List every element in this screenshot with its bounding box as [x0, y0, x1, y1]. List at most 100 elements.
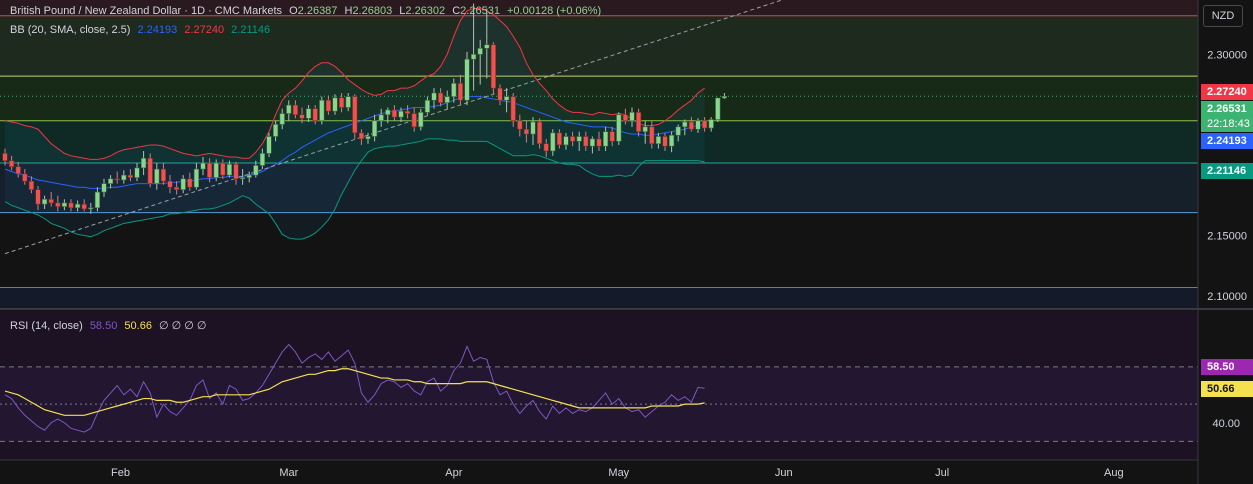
bb-upper-tag: 2.27240: [1201, 84, 1253, 100]
candle-body: [424, 99, 431, 113]
candle-body: [616, 114, 622, 142]
open-value: 2.26387: [297, 5, 338, 17]
candle-body: [319, 99, 325, 122]
close-price-tag: 2.26531: [1201, 101, 1253, 117]
candle-body: [371, 120, 378, 137]
bb-lower-line: [4, 138, 705, 240]
candle-body: [312, 108, 318, 122]
candle-body: [352, 96, 358, 134]
candle-body: [576, 136, 582, 142]
time-tick-label: Aug: [1104, 467, 1124, 479]
candle-body: [108, 178, 114, 184]
candle-body: [207, 162, 213, 178]
candle-body: [583, 136, 589, 147]
candle-body: [543, 143, 549, 152]
candle-body: [688, 121, 694, 130]
candle-body: [451, 83, 457, 97]
candle-body: [226, 163, 233, 176]
candle-body: [253, 165, 259, 176]
candle-body: [299, 114, 305, 119]
candle-body: [61, 202, 67, 207]
price-tick-label: 2.30000: [1207, 49, 1247, 61]
candle-body: [437, 92, 444, 103]
candle-body: [114, 178, 120, 181]
rsi-ma-line: [4, 368, 705, 416]
candle-body: [431, 92, 437, 101]
rsi-legend[interactable]: RSI (14, close) 58.50 50.66 ∅ ∅ ∅ ∅: [10, 319, 211, 332]
candle-body: [22, 173, 28, 182]
candle-body: [589, 138, 595, 147]
time-tick-label: May: [608, 467, 629, 479]
candle-body: [68, 202, 74, 209]
price-tick-label: 2.10000: [1207, 291, 1247, 303]
low-label: L: [399, 5, 406, 17]
candle-body: [266, 136, 272, 154]
rsi-band-fill: [0, 366, 1198, 442]
candle-body: [200, 162, 206, 170]
bb-lower-tag: 2.21146: [1201, 163, 1253, 179]
time-tick-label: Feb: [111, 467, 130, 479]
candle-body: [279, 113, 285, 125]
candle-body: [457, 83, 464, 101]
open-label: O: [289, 5, 298, 17]
candle-body: [154, 168, 160, 184]
candle-body: [649, 126, 655, 145]
symbol-title[interactable]: British Pound / New Zealand Dollar · 1D …: [10, 5, 283, 17]
low-value: 2.26302: [405, 5, 446, 17]
candle-body: [470, 54, 477, 60]
candle-body: [160, 168, 167, 182]
rsi-ma-tag: 50.66: [1201, 381, 1253, 397]
candle-body: [701, 120, 708, 129]
candle-body: [444, 96, 450, 103]
rsi-tag: 58.50: [1201, 359, 1253, 375]
candle-body: [338, 97, 345, 108]
candle-body: [187, 178, 193, 188]
candle-body: [127, 174, 134, 178]
high-label: H: [344, 5, 353, 17]
candle-body: [213, 162, 219, 178]
candle-body: [391, 109, 398, 118]
rsi-pane: [0, 343, 1198, 442]
candle-body: [305, 108, 312, 119]
zone-fill-top: [0, 0, 1198, 16]
candle-body: [668, 134, 675, 147]
candle-body: [345, 96, 351, 108]
candle-body: [556, 132, 562, 146]
time-tick-label: Jun: [775, 467, 793, 479]
zone-fill-4: [0, 163, 1198, 213]
currency-button[interactable]: NZD: [1203, 5, 1243, 27]
high-value: 2.26803: [352, 5, 393, 17]
candle-body: [167, 180, 173, 188]
candle-body: [635, 112, 642, 132]
candle-body: [477, 48, 483, 55]
candle-body: [536, 121, 543, 145]
candle-body: [259, 153, 266, 166]
rsi-tick-label: 40.00: [1212, 418, 1240, 430]
rsi-extra-values: ∅ ∅ ∅ ∅: [159, 320, 207, 332]
candle-body: [75, 203, 81, 209]
bb-upper-line: [4, 7, 705, 160]
rsi-label: RSI (14, close): [10, 320, 83, 332]
candle-body: [464, 58, 470, 101]
bb-legend[interactable]: BB (20, SMA, close, 2.5) 2.24193 2.27240…: [10, 24, 274, 36]
trend-line: [4, 0, 784, 255]
candle-body: [174, 186, 180, 190]
candle-body: [708, 119, 714, 129]
candle-body: [220, 162, 226, 176]
zone-fill-2: [0, 76, 1198, 121]
candle-body: [15, 166, 21, 175]
candle-body: [358, 132, 365, 140]
candle-body: [622, 114, 628, 122]
candle-body: [9, 160, 15, 167]
rsi-value: 58.50: [89, 320, 118, 332]
candle-body: [147, 157, 153, 184]
candle-body: [530, 121, 536, 135]
candle-body: [411, 113, 417, 128]
candle-body: [418, 112, 424, 128]
candle-body: [404, 110, 411, 114]
candle-body: [682, 121, 688, 128]
close-value: 2.26531: [460, 5, 500, 17]
background-layer: [0, 0, 1198, 460]
